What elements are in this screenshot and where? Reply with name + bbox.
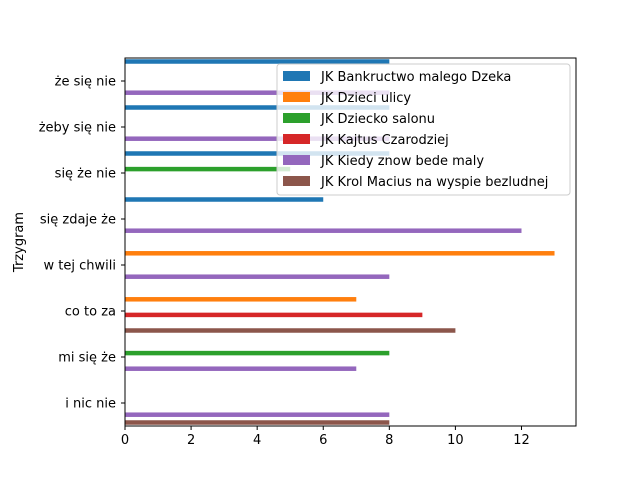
bar: [125, 420, 390, 425]
x-tick-label: 8: [385, 433, 393, 448]
legend-box: [276, 63, 571, 196]
x-tick-label: 12: [513, 433, 530, 448]
y-tick-label: co to za: [65, 305, 116, 320]
bar: [125, 151, 390, 156]
bar: [125, 297, 357, 302]
legend-label: JK Kiedy znow bede maly: [320, 154, 484, 169]
y-tick-label: i nic nie: [65, 397, 116, 412]
plot-frame: [124, 57, 577, 427]
bar: [125, 136, 390, 141]
x-tick-label: 4: [253, 433, 261, 448]
legend-label: JK Bankructwo malego Dzeka: [320, 70, 511, 85]
x-tick-label: 6: [319, 433, 327, 448]
bar: [125, 59, 390, 64]
bar: [125, 328, 456, 333]
bar: [125, 312, 423, 318]
bar: [125, 90, 390, 95]
legend-swatch: [283, 92, 310, 102]
legend: JK Bankructwo malego Dzeka JK Dzieci ulic…: [276, 63, 571, 196]
y-tick-label: mi się że: [58, 351, 116, 366]
legend-label: JK Krol Macius na wyspie bezludnej: [320, 175, 548, 190]
legend-label: JK Dzieci ulicy: [320, 91, 411, 106]
bar: [125, 105, 390, 110]
bar: [125, 251, 555, 256]
y-axis-title: Trzygram: [12, 212, 27, 273]
bars-group: [125, 59, 555, 425]
axes-group: 0 2 4 6 8 10 12 że się nie żeby się nie się że ni…: [12, 57, 577, 448]
x-tick-label: 0: [121, 433, 129, 448]
legend-swatch: [283, 113, 310, 123]
bar: [125, 166, 291, 172]
legend-swatch: [283, 176, 310, 186]
bar: [125, 197, 324, 202]
bar: [125, 350, 390, 356]
bar: [125, 228, 522, 233]
legend-label: JK Kajtus Czarodziej: [320, 133, 449, 148]
legend-swatch: [283, 155, 310, 165]
legend-swatch: [283, 71, 310, 81]
x-tick-label: 10: [447, 433, 464, 448]
bar: [125, 366, 357, 371]
y-tick-label: się że nie: [55, 167, 116, 182]
y-tick-label: żeby się nie: [39, 121, 116, 136]
bar: [125, 274, 390, 279]
y-tick-label: że się nie: [55, 75, 116, 90]
bar: [125, 412, 390, 417]
legend-swatch: [283, 134, 310, 144]
legend-label: JK Dziecko salonu: [320, 112, 435, 127]
y-tick-label: się zdaje że: [40, 213, 116, 228]
x-tick-label: 2: [187, 433, 195, 448]
y-tick-label: w tej chwili: [44, 259, 116, 274]
